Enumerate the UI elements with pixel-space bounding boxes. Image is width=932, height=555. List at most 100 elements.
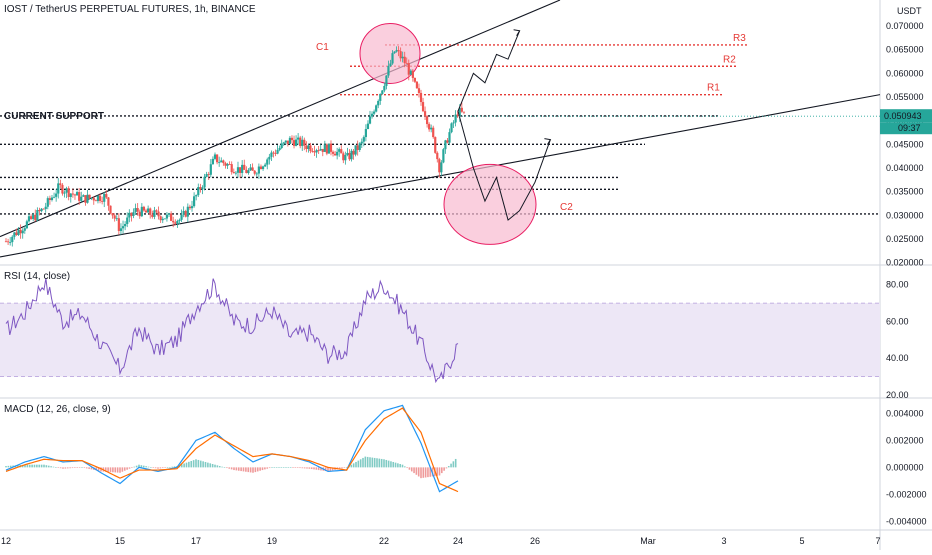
- macd-histogram-bar: [169, 467, 171, 468]
- candle-body: [199, 187, 202, 190]
- macd-histogram-bar: [9, 465, 12, 468]
- candle-body: [403, 56, 406, 64]
- macd-histogram-bar: [256, 467, 259, 472]
- macd-histogram-bar: [202, 461, 204, 468]
- candle-body: [315, 150, 318, 153]
- macd-tick-label: 0.002000: [886, 435, 924, 445]
- circle-c1: [359, 22, 421, 84]
- macd-histogram-bar: [301, 467, 304, 469]
- macd-histogram-bar: [157, 467, 159, 469]
- x-tick-label: 19: [267, 536, 277, 546]
- candle-body: [38, 210, 41, 212]
- candle-body: [144, 210, 148, 213]
- candle-body: [71, 193, 74, 195]
- candle-body: [42, 208, 45, 210]
- candle-body: [426, 116, 429, 125]
- candle-body: [264, 164, 267, 167]
- level-label-c1: C1: [316, 42, 329, 53]
- candle-body: [13, 232, 16, 237]
- candle-body: [276, 149, 279, 154]
- macd-histogram-bar: [216, 465, 219, 468]
- candle-body: [17, 229, 20, 235]
- candle-body: [247, 170, 250, 174]
- macd-histogram-bar: [317, 467, 320, 471]
- level-label-r2: R2: [723, 54, 736, 65]
- macd-histogram-bar: [247, 467, 250, 473]
- candle-body: [444, 140, 447, 150]
- candle-body: [387, 66, 390, 76]
- macd-histogram-bar: [207, 462, 209, 468]
- candle-body: [228, 164, 231, 165]
- x-tick-label: 17: [191, 536, 201, 546]
- candle-body: [103, 193, 106, 202]
- candle-body: [336, 151, 339, 156]
- candle-body: [259, 166, 263, 170]
- candle-body: [364, 129, 367, 138]
- candle-body: [268, 156, 271, 160]
- candle-body: [27, 216, 31, 222]
- candle-body: [128, 212, 131, 218]
- candle-body: [428, 124, 431, 130]
- candle-body: [436, 152, 439, 160]
- macd-histogram-bar: [164, 467, 166, 468]
- upper-trend-line: [0, 0, 561, 238]
- macd-histogram-bar: [261, 467, 264, 471]
- macd-histogram-bar: [313, 467, 315, 470]
- candle-body: [84, 195, 87, 203]
- candle-body: [132, 212, 135, 216]
- candle-body: [61, 184, 64, 194]
- macd-histogram-bar: [450, 463, 452, 468]
- macd-histogram-bar: [273, 467, 276, 468]
- macd-histogram-bar: [394, 462, 397, 468]
- macd-histogram-bar: [26, 464, 29, 468]
- candle-body: [249, 167, 252, 171]
- macd-histogram-bar: [278, 467, 280, 468]
- macd-histogram-bar: [329, 467, 332, 471]
- macd-histogram-bar: [221, 466, 223, 468]
- macd-histogram-bar: [88, 467, 90, 469]
- macd-histogram-bar: [71, 467, 74, 469]
- macd-histogram-bar: [45, 465, 48, 468]
- price-tick-label: 0.025000: [886, 234, 924, 244]
- candle-body: [331, 151, 335, 154]
- candle-body: [15, 232, 18, 235]
- macd-histogram-bar: [31, 464, 33, 468]
- candle-body: [399, 51, 402, 59]
- macd-histogram-bar: [123, 467, 126, 471]
- candle-body: [270, 152, 273, 157]
- macd-histogram-bar: [254, 467, 257, 473]
- candle-body: [182, 210, 185, 215]
- candle-body: [450, 123, 453, 133]
- macd-histogram-bar: [249, 467, 252, 473]
- candle-body: [25, 221, 28, 229]
- candle-body: [23, 228, 26, 231]
- projection-up-arrowhead: [513, 29, 521, 37]
- candle-body: [21, 230, 24, 234]
- macd-histogram-bar: [147, 466, 150, 468]
- candle-body: [379, 93, 382, 101]
- macd-histogram-bar: [345, 467, 348, 468]
- macd-histogram-bar: [43, 464, 45, 468]
- macd-histogram-bar: [357, 460, 360, 468]
- macd-histogram-bar: [233, 467, 235, 471]
- projection-down-arrowhead: [544, 138, 552, 145]
- candle-body: [366, 123, 370, 130]
- candle-body: [165, 214, 169, 219]
- macd-histogram-bar: [441, 467, 443, 474]
- macd-histogram-bar: [296, 467, 299, 468]
- candle-body: [157, 211, 160, 217]
- macd-histogram-bar: [69, 467, 71, 469]
- candle-body: [32, 214, 35, 219]
- candle-body: [205, 174, 208, 177]
- candle-body: [317, 150, 320, 151]
- candle-body: [432, 127, 435, 138]
- candle-body: [153, 210, 156, 217]
- candle-body: [294, 139, 298, 146]
- candle-body: [109, 205, 112, 214]
- candle-body: [170, 213, 173, 221]
- candle-body: [55, 193, 58, 197]
- candle-body: [184, 210, 187, 217]
- candle-body: [241, 164, 244, 173]
- candle-body: [119, 228, 123, 231]
